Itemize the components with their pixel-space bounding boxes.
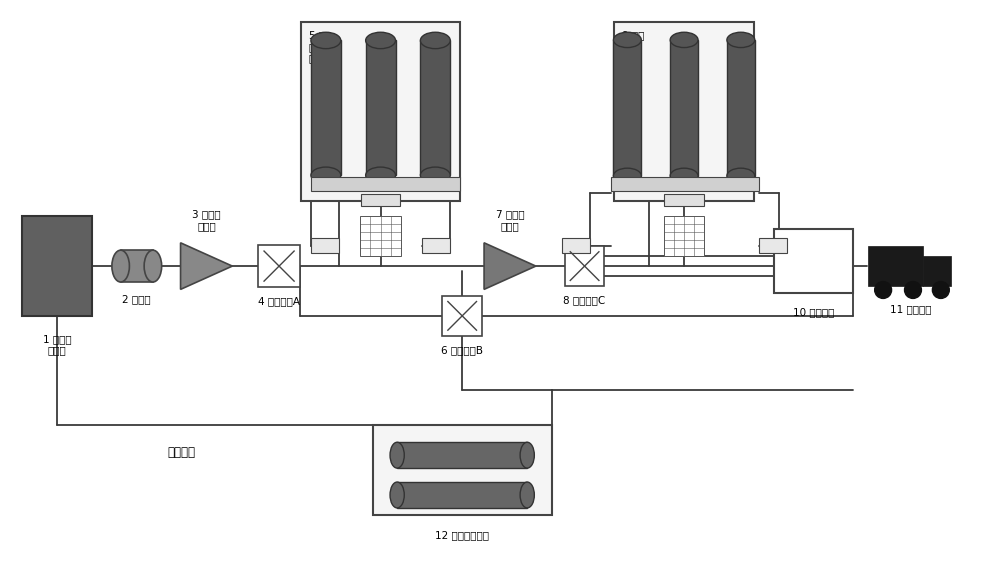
Ellipse shape bbox=[390, 482, 404, 508]
Text: 12 备用管束单元: 12 备用管束单元 bbox=[435, 530, 489, 540]
Text: 11 加注车辆: 11 加注车辆 bbox=[890, 304, 932, 314]
Polygon shape bbox=[181, 243, 232, 289]
Bar bbox=[420, 41, 450, 175]
Ellipse shape bbox=[520, 482, 534, 508]
Bar bbox=[868, 246, 923, 286]
Bar bbox=[311, 238, 339, 253]
Ellipse shape bbox=[366, 32, 396, 49]
Ellipse shape bbox=[311, 167, 341, 183]
Text: 送往外部: 送往外部 bbox=[168, 446, 196, 459]
Text: 7 中压压
缩单元: 7 中压压 缩单元 bbox=[496, 210, 524, 231]
Bar bbox=[301, 22, 460, 202]
Bar bbox=[759, 238, 787, 253]
Bar bbox=[613, 40, 641, 176]
Bar bbox=[360, 216, 401, 256]
Bar bbox=[442, 296, 482, 336]
Circle shape bbox=[932, 282, 949, 299]
Bar bbox=[422, 238, 450, 253]
Text: 6 控制单元B: 6 控制单元B bbox=[441, 345, 483, 355]
Bar bbox=[670, 40, 698, 176]
Polygon shape bbox=[484, 243, 536, 289]
Ellipse shape bbox=[420, 32, 450, 49]
Ellipse shape bbox=[613, 32, 641, 47]
Text: 3 低压压
缩单元: 3 低压压 缩单元 bbox=[192, 210, 221, 231]
Bar bbox=[373, 425, 552, 515]
Circle shape bbox=[875, 282, 892, 299]
Bar bbox=[397, 442, 527, 468]
Bar bbox=[258, 245, 300, 287]
Bar bbox=[311, 41, 341, 175]
Ellipse shape bbox=[390, 442, 404, 468]
Bar bbox=[727, 40, 755, 176]
Text: 5 中压
储氢单
元: 5 中压 储氢单 元 bbox=[309, 30, 331, 63]
Circle shape bbox=[905, 282, 921, 299]
Ellipse shape bbox=[613, 168, 641, 183]
Bar bbox=[664, 195, 704, 206]
Ellipse shape bbox=[727, 168, 755, 183]
Ellipse shape bbox=[670, 32, 698, 47]
Ellipse shape bbox=[144, 250, 162, 282]
Bar bbox=[311, 176, 460, 191]
Ellipse shape bbox=[366, 167, 396, 183]
Bar bbox=[664, 216, 704, 256]
Text: 1 现场制
氢装置: 1 现场制 氢装置 bbox=[43, 334, 71, 355]
Ellipse shape bbox=[727, 32, 755, 47]
Bar bbox=[774, 229, 853, 293]
Bar bbox=[562, 238, 590, 253]
Bar bbox=[121, 250, 153, 282]
Bar bbox=[22, 216, 92, 316]
Bar bbox=[565, 246, 604, 286]
Text: 8 控制单元C: 8 控制单元C bbox=[563, 295, 606, 305]
Ellipse shape bbox=[311, 32, 341, 49]
Bar bbox=[361, 195, 400, 206]
Bar bbox=[366, 41, 396, 175]
Text: 4 控制单元A: 4 控制单元A bbox=[258, 296, 300, 306]
Text: 10 加注单元: 10 加注单元 bbox=[793, 307, 834, 317]
Ellipse shape bbox=[670, 168, 698, 183]
Text: 2 缓冲罐: 2 缓冲罐 bbox=[122, 294, 151, 304]
Text: 9 高压
储氢单
元: 9 高压 储氢单 元 bbox=[622, 30, 645, 63]
Ellipse shape bbox=[420, 167, 450, 183]
Bar bbox=[397, 482, 527, 508]
Ellipse shape bbox=[520, 442, 534, 468]
Bar bbox=[923, 256, 951, 286]
Ellipse shape bbox=[112, 250, 129, 282]
Bar bbox=[611, 176, 759, 191]
Bar bbox=[614, 22, 754, 202]
